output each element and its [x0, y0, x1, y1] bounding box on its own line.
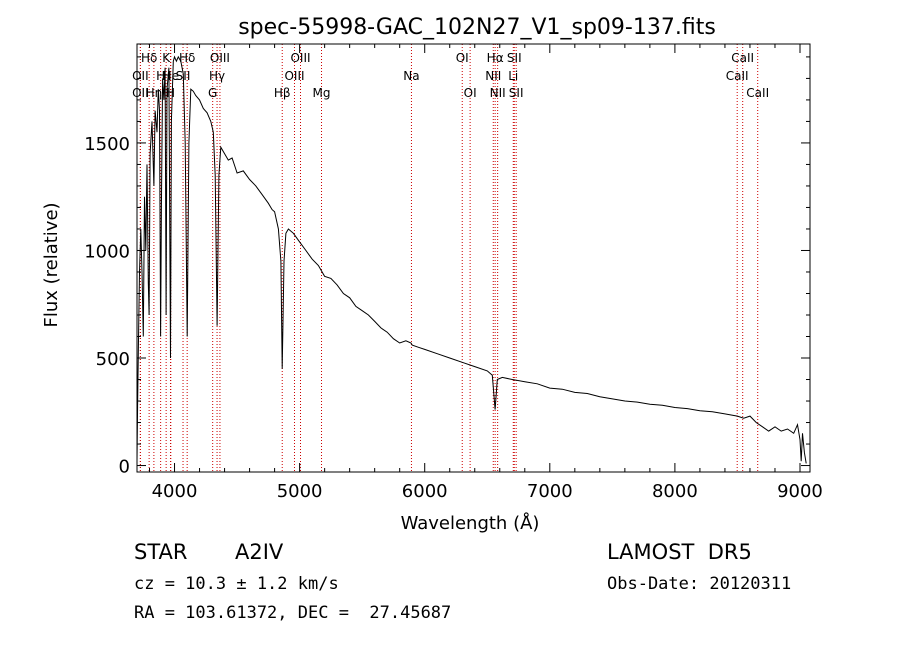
line-marker-label: SII [509, 86, 524, 100]
line-marker-label: Hβ [274, 86, 291, 100]
chart-title: spec-55998-GAC_102N27_V1_sp09-137.fits [238, 15, 716, 40]
x-tick-label: 8000 [652, 481, 698, 502]
line-marker-label: OIII [290, 51, 310, 65]
line-marker-label: Hη [146, 86, 163, 100]
line-marker-label: Hδ [141, 51, 157, 65]
y-tick-label: 1000 [84, 241, 130, 262]
line-marker-label: OI [464, 86, 477, 100]
x-tick-label: 6000 [402, 481, 448, 502]
line-marker-label: OI [456, 51, 469, 65]
line-marker-label: Hα [487, 51, 504, 65]
line-marker-label: CaII [731, 51, 754, 65]
line-marker-label: CaII [746, 86, 769, 100]
line-marker-label: Hδ [179, 51, 195, 65]
line-marker-label: H [156, 69, 165, 83]
line-marker-label: OII [132, 86, 149, 100]
line-marker-label: Na [403, 69, 419, 83]
x-axis-label: Wavelength (Å) [401, 512, 540, 534]
line-marker-label: NII [490, 86, 506, 100]
redshift-info: cz = 10.3 ± 1.2 km/s [134, 574, 339, 594]
line-marker-label: OIII [210, 51, 230, 65]
object-subclass: A2IV [235, 540, 284, 564]
y-axis: 0 500 1000 1500 [84, 56, 810, 478]
y-tick-label: 0 [119, 457, 130, 478]
y-tick-label: 1500 [84, 134, 130, 155]
line-marker-label: Li [508, 69, 518, 83]
line-marker-label: OIII [284, 69, 304, 83]
spectrum-chart: spec-55998-GAC_102N27_V1_sp09-137.fits H… [41, 15, 823, 534]
line-marker-label: G [208, 86, 217, 100]
line-marker-label: SII [507, 51, 522, 65]
object-class: STAR [134, 540, 188, 564]
line-marker-label: K [162, 51, 171, 65]
plot-frame [136, 43, 811, 473]
x-tick-label: 9000 [777, 481, 823, 502]
spectrum-line [136, 55, 807, 464]
survey-name: LAMOST DR5 [607, 540, 752, 564]
y-tick-label: 500 [96, 349, 130, 370]
x-tick-label: 5000 [277, 481, 323, 502]
line-markers [139, 44, 759, 472]
line-marker-label: H [166, 86, 175, 100]
coordinates: RA = 103.61372, DEC = 27.45687 [134, 603, 452, 623]
line-marker-label: OII [132, 69, 149, 83]
x-tick-label: 7000 [527, 481, 573, 502]
x-tick-label: 4000 [152, 481, 198, 502]
line-marker-label: Hγ [209, 69, 225, 83]
line-marker-label: Mg [313, 86, 331, 100]
line-marker-label: NII [485, 69, 501, 83]
line-marker-label: He [163, 69, 179, 83]
observation-date: Obs-Date: 20120311 [607, 574, 792, 594]
y-axis-label: Flux (relative) [41, 202, 62, 327]
line-marker-label: CaII [726, 69, 749, 83]
x-axis: 4000 5000 6000 7000 8000 9000 [149, 44, 823, 502]
